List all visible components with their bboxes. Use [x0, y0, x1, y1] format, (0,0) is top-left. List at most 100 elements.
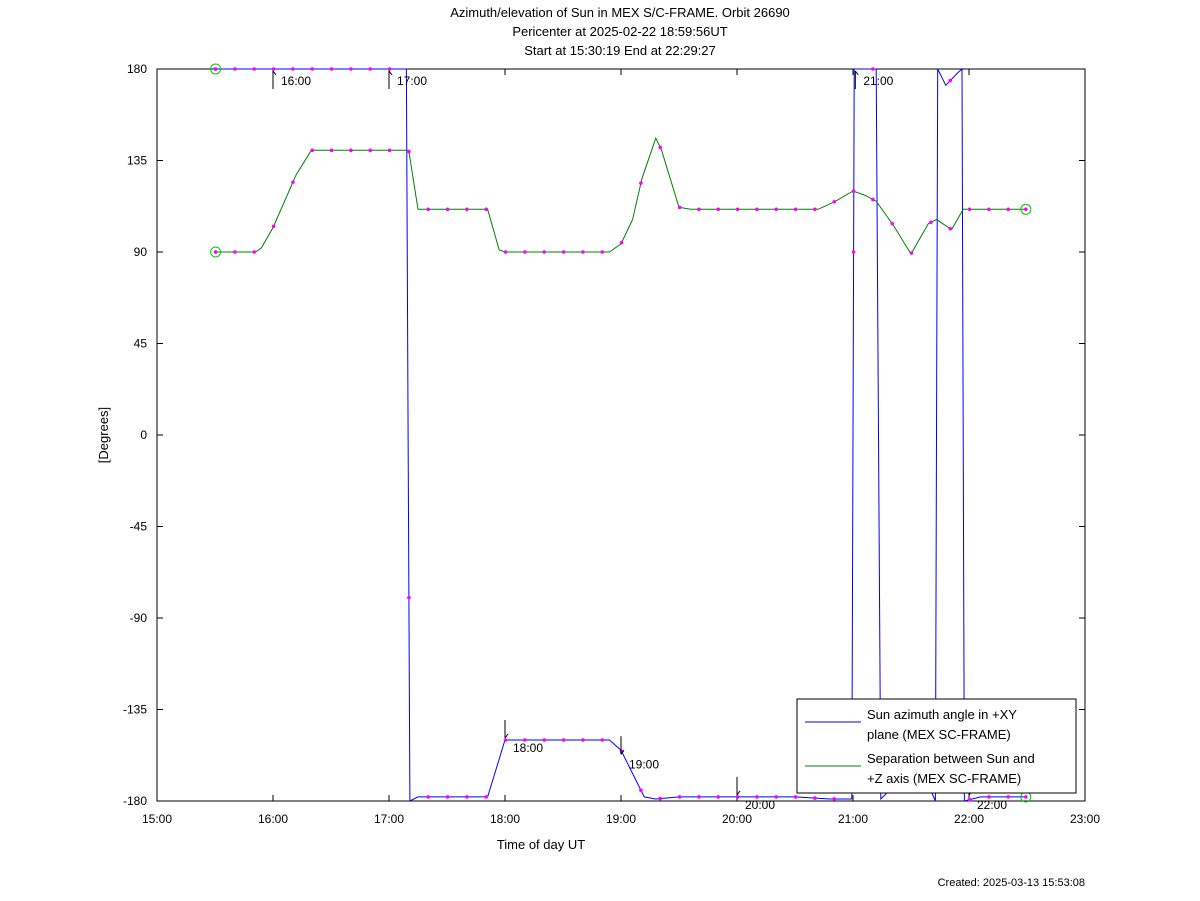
x-tick-label: 19:00	[606, 812, 636, 826]
data-marker	[503, 250, 508, 254]
data-marker	[813, 796, 817, 800]
data-marker	[233, 250, 237, 254]
data-marker	[465, 207, 469, 212]
hour-annotation-tick	[388, 70, 393, 76]
chart-title: Azimuth/elevation of Sun in MEX S/C-FRAM…	[450, 5, 790, 20]
data-marker	[774, 207, 779, 212]
y-tick-label: -90	[130, 611, 148, 625]
data-marker	[832, 199, 837, 204]
data-marker	[658, 796, 663, 801]
x-tick-label: 18:00	[490, 812, 520, 826]
hour-annotation-tick	[854, 70, 859, 76]
data-marker	[445, 207, 450, 212]
created-timestamp: Created: 2025-03-13 15:53:08	[937, 877, 1085, 889]
data-marker	[310, 148, 315, 153]
data-marker	[697, 207, 701, 212]
data-marker	[600, 738, 605, 742]
data-marker	[793, 207, 798, 212]
data-marker	[310, 67, 315, 71]
data-marker	[697, 795, 701, 799]
y-tick-label: 90	[134, 245, 148, 259]
x-tick-label: 21:00	[838, 812, 868, 826]
data-marker	[987, 207, 991, 212]
data-marker	[426, 795, 431, 799]
y-tick-label: 180	[127, 62, 147, 76]
hour-annotation-label: 22:00	[977, 798, 1007, 812]
legend-box	[796, 698, 1077, 794]
data-marker	[755, 795, 759, 799]
data-marker	[871, 197, 875, 202]
y-tick-label: 0	[140, 428, 147, 442]
data-marker	[716, 795, 721, 799]
data-marker	[929, 220, 933, 225]
data-marker	[851, 250, 856, 254]
data-marker	[368, 67, 373, 71]
endpoint-marker	[213, 250, 218, 254]
x-tick-label: 16:00	[258, 812, 288, 826]
y-tick-label: 45	[134, 337, 148, 351]
data-marker	[252, 67, 257, 71]
data-marker	[851, 189, 856, 194]
legend-label: +Z axis (MEX SC-FRAME)	[867, 771, 1021, 786]
data-marker	[639, 181, 643, 185]
data-marker	[349, 148, 353, 153]
y-tick-label: -135	[123, 703, 147, 717]
data-marker	[677, 795, 682, 799]
endpoint-marker	[1024, 795, 1028, 799]
y-tick-label: 135	[127, 154, 147, 168]
endpoint-marker	[1024, 207, 1028, 212]
chart-start-end: Start at 15:30:19 End at 22:29:27	[524, 43, 716, 58]
x-tick-label: 15:00	[142, 812, 172, 826]
data-marker	[677, 205, 682, 210]
data-marker	[967, 207, 972, 212]
data-marker	[755, 207, 759, 212]
data-marker	[387, 148, 392, 153]
hour-annotation-label: 18:00	[513, 741, 543, 755]
x-axis-label: Time of day UT	[497, 837, 585, 852]
data-marker	[233, 67, 237, 71]
data-marker	[561, 738, 566, 742]
data-marker	[407, 595, 411, 600]
data-marker	[542, 738, 547, 742]
endpoint-circle	[1020, 203, 1032, 215]
hour-annotation-label: 16:00	[281, 74, 311, 88]
data-marker	[465, 795, 469, 799]
data-marker	[735, 207, 740, 212]
endpoint-circle	[210, 63, 222, 75]
marker-layer	[210, 63, 1032, 803]
y-tick-label: -45	[130, 520, 148, 534]
data-marker	[291, 67, 295, 71]
separation-series-line	[215, 136, 1026, 255]
hour-annotation-tick	[504, 733, 509, 739]
data-marker	[349, 67, 353, 71]
data-marker	[774, 795, 779, 799]
data-marker	[716, 207, 721, 212]
data-marker	[890, 221, 895, 226]
hour-annotation-label: 21:00	[863, 74, 893, 88]
data-marker	[871, 67, 875, 71]
hour-annotation-tick	[620, 749, 625, 755]
y-tick-label: -180	[123, 794, 147, 808]
data-marker	[948, 226, 953, 231]
data-marker	[426, 207, 431, 212]
legend-label: Sun azimuth angle in +XY	[867, 707, 1017, 722]
legend-label: plane (MEX SC-FRAME)	[867, 727, 1011, 742]
data-marker	[542, 250, 547, 254]
data-marker	[329, 148, 334, 153]
data-marker	[639, 788, 643, 793]
data-marker	[503, 738, 508, 742]
data-marker	[523, 250, 527, 254]
data-marker	[445, 795, 450, 799]
hour-annotation-label: 20:00	[745, 798, 775, 812]
plot-frame	[156, 68, 1086, 802]
data-marker	[484, 795, 489, 799]
hour-annotation-label: 17:00	[397, 74, 427, 88]
data-marker	[909, 251, 914, 255]
legend: Sun azimuth angle in +XY plane (MEX SC-FR…	[796, 698, 1077, 794]
series-layer	[215, 67, 1026, 802]
endpoint-marker	[213, 67, 218, 71]
data-marker	[735, 795, 740, 799]
data-marker	[948, 78, 953, 83]
data-marker	[1006, 795, 1011, 799]
